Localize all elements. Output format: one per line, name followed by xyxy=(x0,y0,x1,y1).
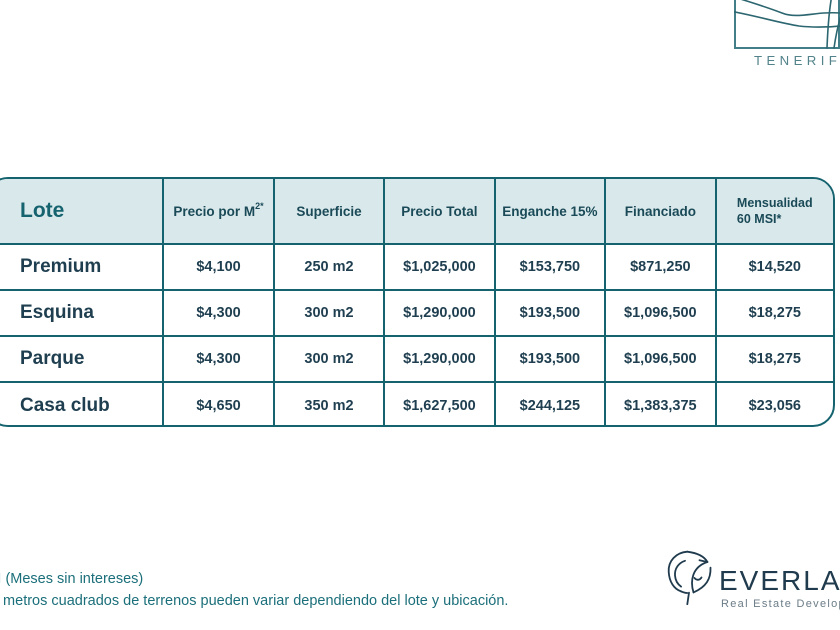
svg-text:TENERIFE: TENERIFE xyxy=(754,53,840,68)
